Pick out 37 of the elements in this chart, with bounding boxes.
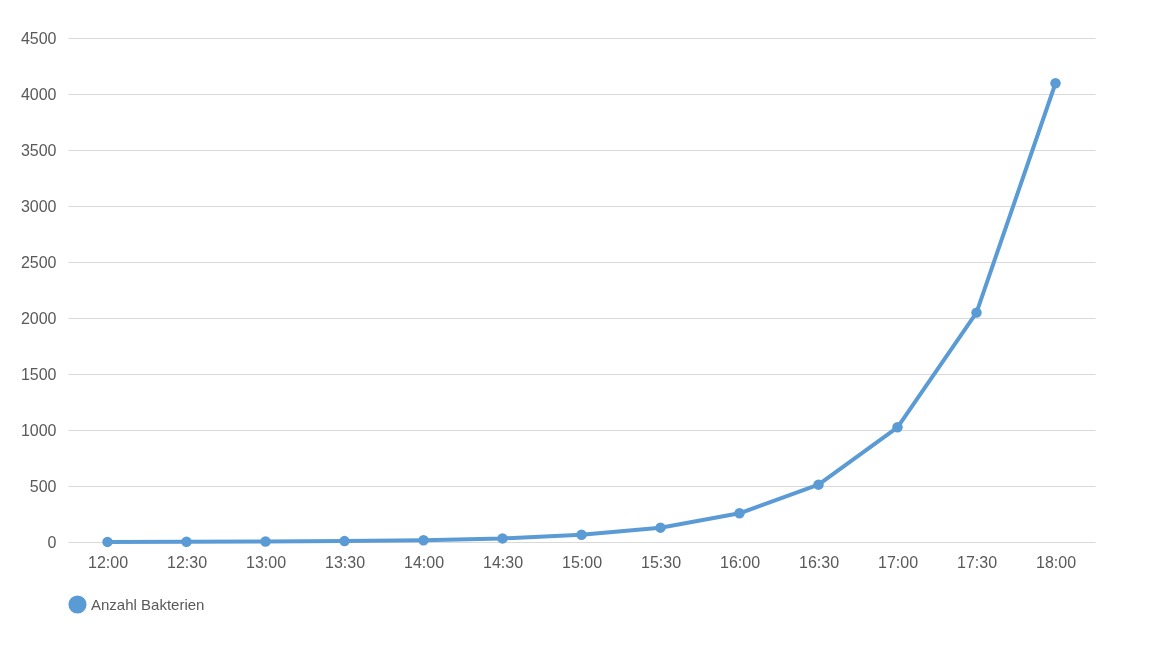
point xyxy=(497,533,508,544)
point xyxy=(734,508,745,519)
x-tick-label: 17:30 xyxy=(956,553,998,571)
x-tick-label: 12:00 xyxy=(87,553,129,571)
point xyxy=(655,522,666,533)
x-tick-label: 18:00 xyxy=(1035,553,1077,571)
point xyxy=(576,529,587,541)
y-tick-label: 0 xyxy=(47,533,57,551)
point xyxy=(813,479,824,490)
x-tick-label: 16:00 xyxy=(719,553,761,571)
y-tick-label: 2000 xyxy=(20,309,57,327)
y-tick-label: 4000 xyxy=(20,85,57,103)
y-tick-label: 500 xyxy=(29,477,57,495)
point xyxy=(892,422,903,433)
x-tick-label: 17:00 xyxy=(877,553,919,571)
x-tick-label: 12:30 xyxy=(166,553,208,571)
legend-label: Anzahl Bakterien xyxy=(91,595,205,613)
x-tick-label: 14:30 xyxy=(482,553,524,571)
point xyxy=(181,536,192,548)
point xyxy=(418,534,429,546)
y-tick-label: 3000 xyxy=(20,197,57,215)
y-tick-label: 3500 xyxy=(20,141,57,159)
y-tick-label: 1500 xyxy=(20,365,57,383)
x-tick-label: 15:30 xyxy=(640,553,682,571)
x-tick-label: 15:00 xyxy=(561,553,603,571)
y-tick-label: 2500 xyxy=(20,253,57,271)
point xyxy=(339,535,350,547)
point xyxy=(102,536,113,548)
point xyxy=(260,536,271,547)
x-tick-label: 13:30 xyxy=(324,553,366,571)
x-tick-label: 16:30 xyxy=(798,553,840,571)
point xyxy=(1050,78,1061,89)
y-tick-label: 1000 xyxy=(20,421,57,439)
x-tick-label: 14:00 xyxy=(403,553,445,571)
x-tick-label: 13:00 xyxy=(245,553,287,571)
y-tick-label: 4500 xyxy=(20,29,57,47)
point xyxy=(971,307,982,318)
